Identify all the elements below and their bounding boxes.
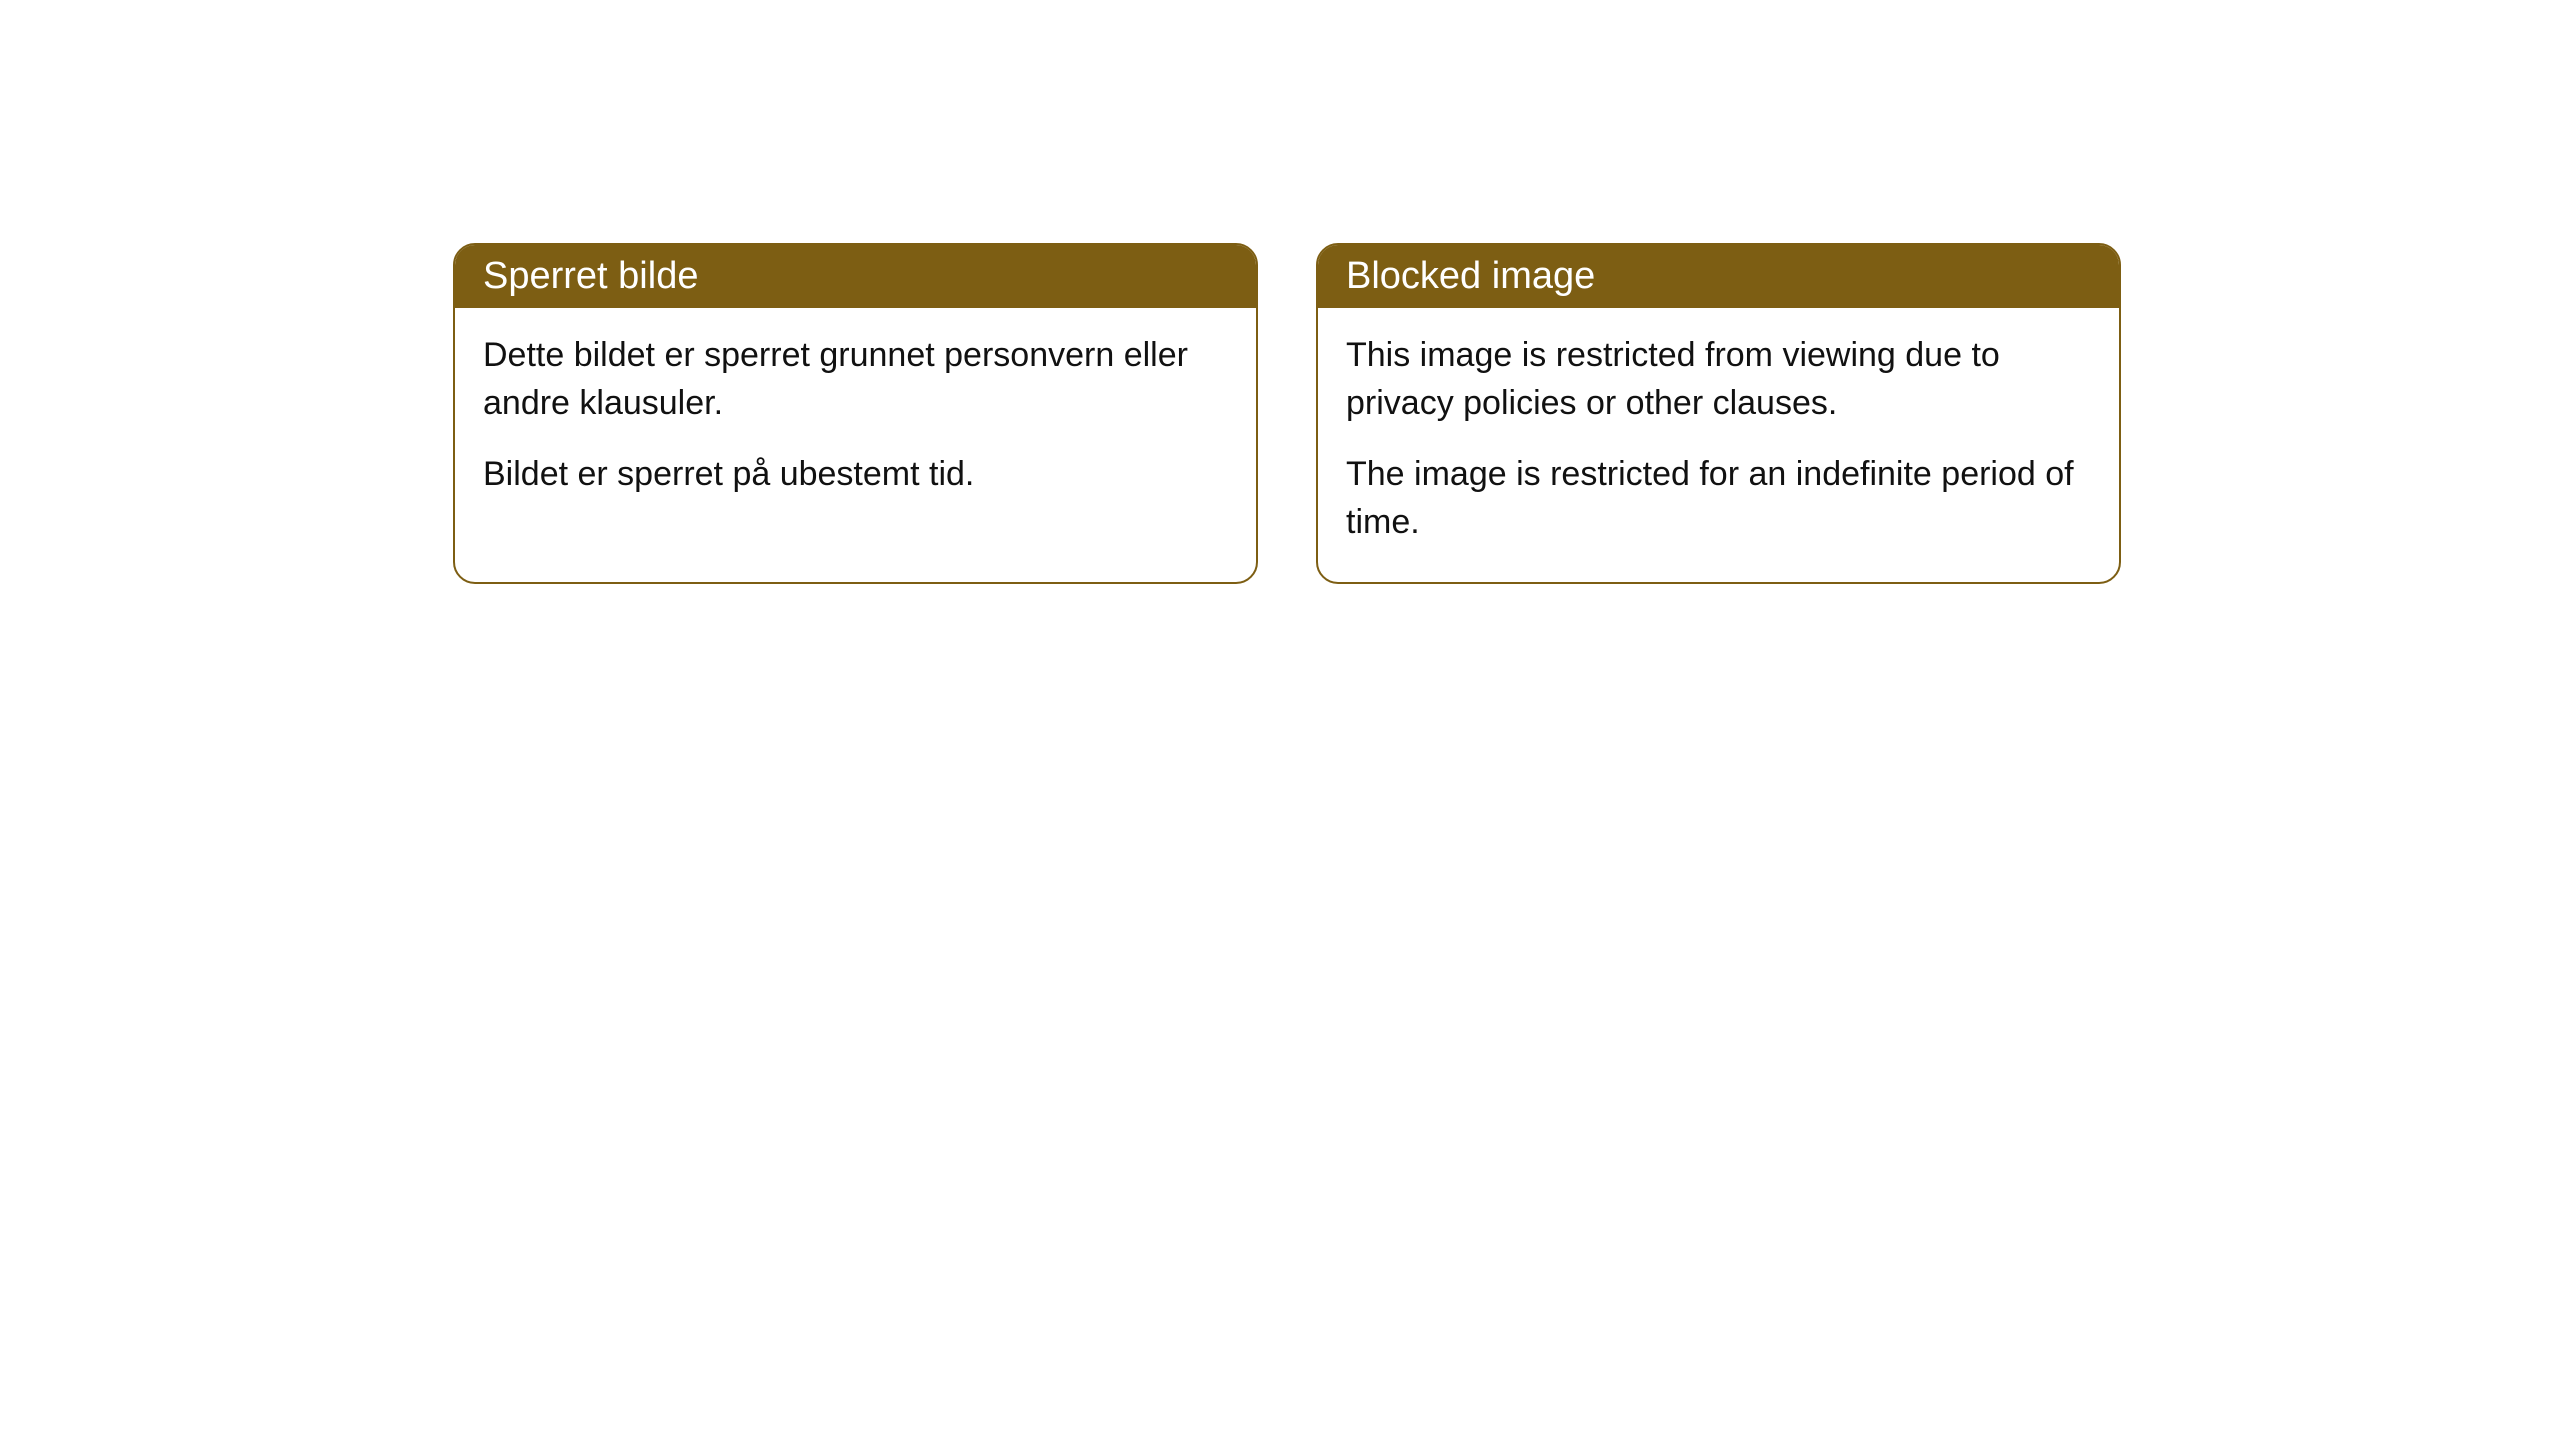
notice-title: Sperret bilde: [483, 255, 698, 297]
notice-body: Dette bildet er sperret grunnet personve…: [455, 308, 1256, 535]
notice-paragraph: Dette bildet er sperret grunnet personve…: [483, 332, 1228, 427]
notice-header: Sperret bilde: [455, 245, 1256, 308]
notice-title: Blocked image: [1346, 255, 1595, 297]
notice-paragraph: This image is restricted from viewing du…: [1346, 332, 2091, 427]
notice-body: This image is restricted from viewing du…: [1318, 308, 2119, 582]
notice-paragraph: The image is restricted for an indefinit…: [1346, 451, 2091, 546]
notice-header: Blocked image: [1318, 245, 2119, 308]
notice-cards-container: Sperret bilde Dette bildet er sperret gr…: [453, 243, 2121, 584]
notice-paragraph: Bildet er sperret på ubestemt tid.: [483, 451, 1228, 499]
notice-card-norwegian: Sperret bilde Dette bildet er sperret gr…: [453, 243, 1258, 584]
notice-card-english: Blocked image This image is restricted f…: [1316, 243, 2121, 584]
